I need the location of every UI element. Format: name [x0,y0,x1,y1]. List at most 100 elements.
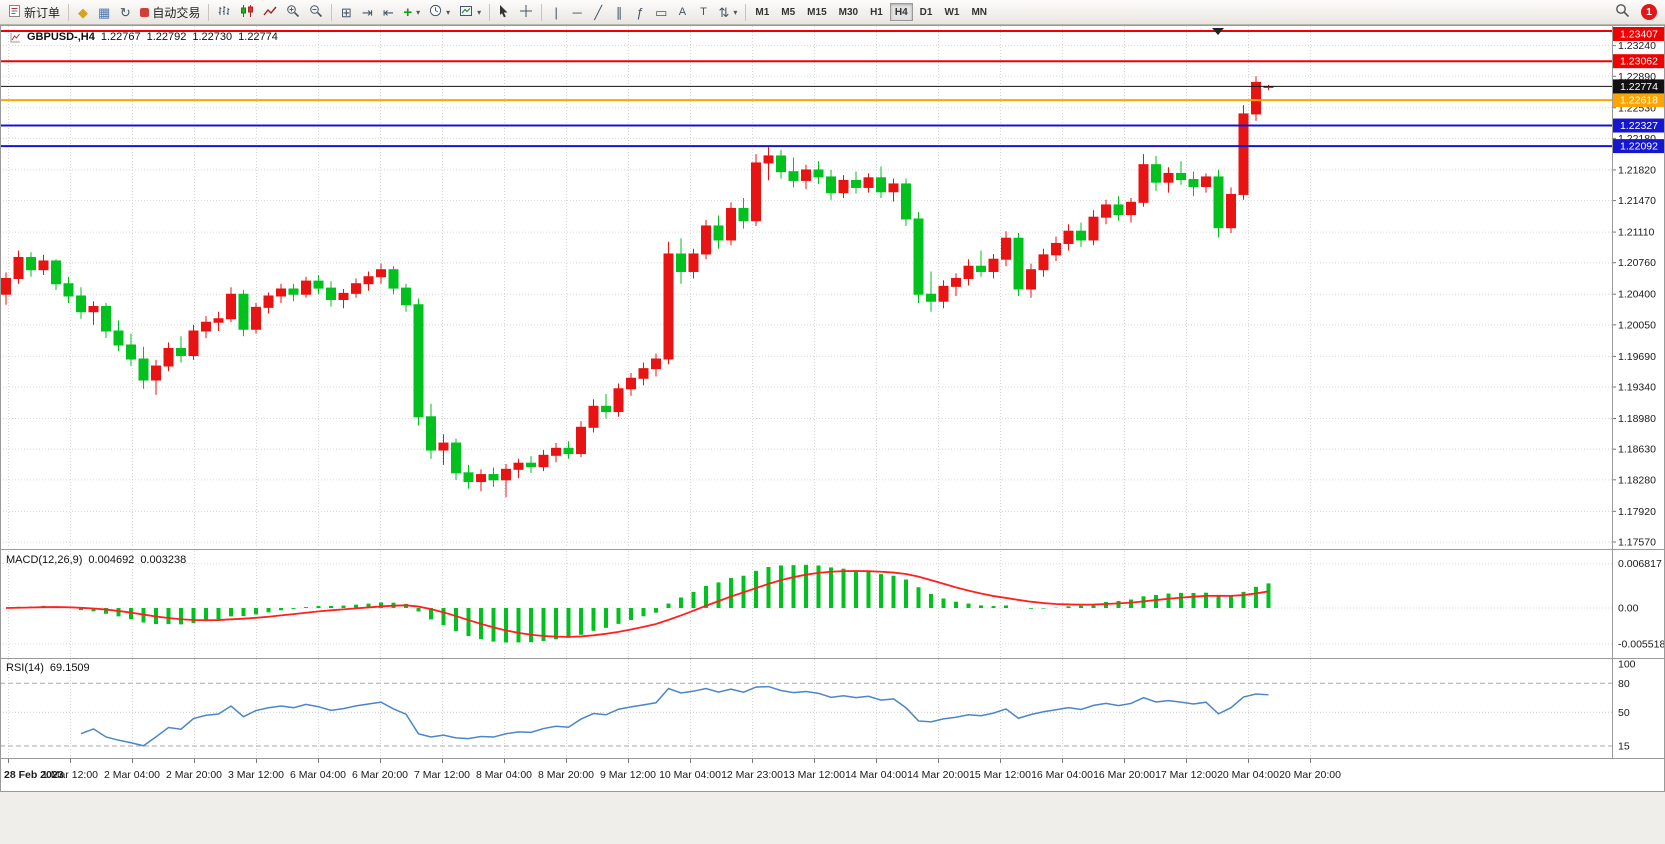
svg-text:1 Mar 12:00: 1 Mar 12:00 [42,769,98,781]
chevron-down-icon: ▾ [446,7,451,17]
svg-text:8 Mar 20:00: 8 Mar 20:00 [538,769,594,781]
data-window-button[interactable]: ▦ [94,2,114,22]
chevron-down-icon: ▾ [416,7,421,17]
candles [1,76,1274,498]
market-watch-icon: ◆ [78,4,89,20]
templates-button[interactable]: ▾ [455,2,485,22]
svg-text:28 Feb 2023: 28 Feb 2023 [4,769,64,781]
timeframe-h4-button[interactable]: H4 [889,3,913,21]
indicators-button[interactable]: + ▾ [399,2,424,22]
svg-text:1.22618: 1.22618 [1620,95,1658,107]
macd-signal-value: 0.003238 [140,554,187,566]
autotrading-button[interactable]: 自动交易 [136,2,204,22]
svg-text:1.17570: 1.17570 [1618,536,1656,548]
fibonacci-icon: ƒ [636,4,644,20]
navigator-icon: ↻ [119,4,131,20]
auto-scroll-icon: ⇥ [361,4,373,20]
search-button[interactable] [1611,2,1634,22]
label-button[interactable]: T [693,2,713,22]
trendline-button[interactable]: ╱ [588,2,608,22]
svg-text:1.21110: 1.21110 [1618,227,1655,239]
svg-text:3 Mar 12:00: 3 Mar 12:00 [228,769,284,781]
market-watch-button[interactable]: ◆ [73,2,93,22]
cursor-button[interactable] [494,2,514,22]
shapes-icon: ▭ [655,4,668,20]
svg-text:15: 15 [1618,741,1630,753]
timeframe-h1-button[interactable]: H1 [865,3,888,21]
svg-text:6 Mar 20:00: 6 Mar 20:00 [352,769,408,781]
vertical-line-button[interactable]: | [546,2,566,22]
shapes-button[interactable]: ▭ [651,2,671,22]
price-scale[interactable]: 1.232401.228901.225301.221801.218201.214… [1618,40,1665,752]
svg-text:9 Mar 12:00: 9 Mar 12:00 [600,769,656,781]
arrows-button[interactable]: ⇅ ▾ [714,2,741,22]
svg-text:13 Mar 12:00: 13 Mar 12:00 [783,769,845,781]
svg-text:15 Mar 12:00: 15 Mar 12:00 [969,769,1031,781]
tile-windows-button[interactable]: ⊞ [336,2,356,22]
ohlc-high: 1.22792 [146,31,187,43]
rsi-value: 69.1509 [49,662,90,674]
text-button[interactable]: A [672,2,692,22]
notification-badge[interactable]: 1 [1641,4,1657,20]
svg-text:20 Mar 20:00: 20 Mar 20:00 [1279,769,1341,781]
separator [745,3,747,21]
svg-text:1.18280: 1.18280 [1618,474,1656,486]
timeframe-m30-button[interactable]: M30 [834,3,863,21]
new-order-label: 新订单 [24,5,61,20]
data-window-icon: ▦ [98,4,111,20]
timeframe-group: M1 M5 M15 M30 H1 H4 D1 W1 MN [750,3,992,21]
fibonacci-button[interactable]: ƒ [630,2,650,22]
chart-shift-marker[interactable] [1212,28,1224,35]
bar-chart-icon [217,4,231,21]
zoom-in-icon [286,4,300,21]
timeframe-d1-button[interactable]: D1 [915,3,938,21]
label-icon: T [700,5,707,18]
add-indicator-icon: + [403,3,413,21]
macd-main-value: 0.004692 [88,554,135,566]
new-order-icon [8,4,21,21]
auto-scroll-button[interactable]: ⇥ [357,2,377,22]
svg-text:1.19690: 1.19690 [1618,351,1656,363]
arrows-icon: ⇅ [718,4,730,20]
periods-button[interactable]: ▾ [425,2,454,22]
rsi-label: RSI(14) [6,662,44,674]
cursor-icon [498,4,510,21]
timeframe-mn-button[interactable]: MN [966,3,992,21]
svg-text:1.20760: 1.20760 [1618,257,1656,269]
timeframe-m5-button[interactable]: M5 [776,3,800,21]
candlestick-chart-button[interactable] [236,2,258,22]
main-toolbar: 新订单 ◆ ▦ ↻ 自动交易 ⊞ ⇥ ⇤ + ▾ ▾ ▾ | ─ ╱ ∥ ƒ ▭ … [0,0,1665,25]
channel-button[interactable]: ∥ [609,2,629,22]
separator [541,3,543,21]
zoom-out-button[interactable] [305,2,327,22]
horizontal-line-icon: ─ [572,4,582,20]
horizontal-line-button[interactable]: ─ [567,2,587,22]
svg-text:1.22327: 1.22327 [1620,120,1658,132]
svg-text:80: 80 [1618,678,1630,690]
autotrading-icon [140,7,150,17]
timeframe-w1-button[interactable]: W1 [939,3,964,21]
timeframe-m1-button[interactable]: M1 [750,3,774,21]
separator [331,3,333,21]
zoom-in-button[interactable] [282,2,304,22]
macd-histogram [16,564,1271,643]
svg-text:8 Mar 04:00: 8 Mar 04:00 [476,769,532,781]
chevron-down-icon: ▾ [733,7,738,17]
svg-text:6 Mar 04:00: 6 Mar 04:00 [290,769,346,781]
chart-window: 1.23240 1.22890 1.22530 1.22180 1.21820 1.214… [0,25,1665,844]
svg-text:14 Mar 20:00: 14 Mar 20:00 [907,769,969,781]
line-chart-button[interactable] [259,2,281,22]
chart-canvas[interactable]: 1.232401.228901.225301.221801.218201.214… [0,25,1665,844]
timeframe-m15-button[interactable]: M15 [802,3,831,21]
svg-text:1.21470: 1.21470 [1618,195,1656,207]
new-order-button[interactable]: 新订单 [4,2,64,22]
navigator-button[interactable]: ↻ [115,2,135,22]
bar-chart-button[interactable] [213,2,235,22]
svg-text:17 Mar 12:00: 17 Mar 12:00 [1155,769,1217,781]
horizontal-level-lines[interactable]: 1.23407 1.23062 1.22618 1.22327 1.22092 1.227… [0,27,1665,154]
crosshair-button[interactable] [515,2,537,22]
svg-text:12 Mar 23:00: 12 Mar 23:00 [721,769,783,781]
rsi-line [80,685,1269,747]
chart-shift-button[interactable]: ⇤ [378,2,398,22]
